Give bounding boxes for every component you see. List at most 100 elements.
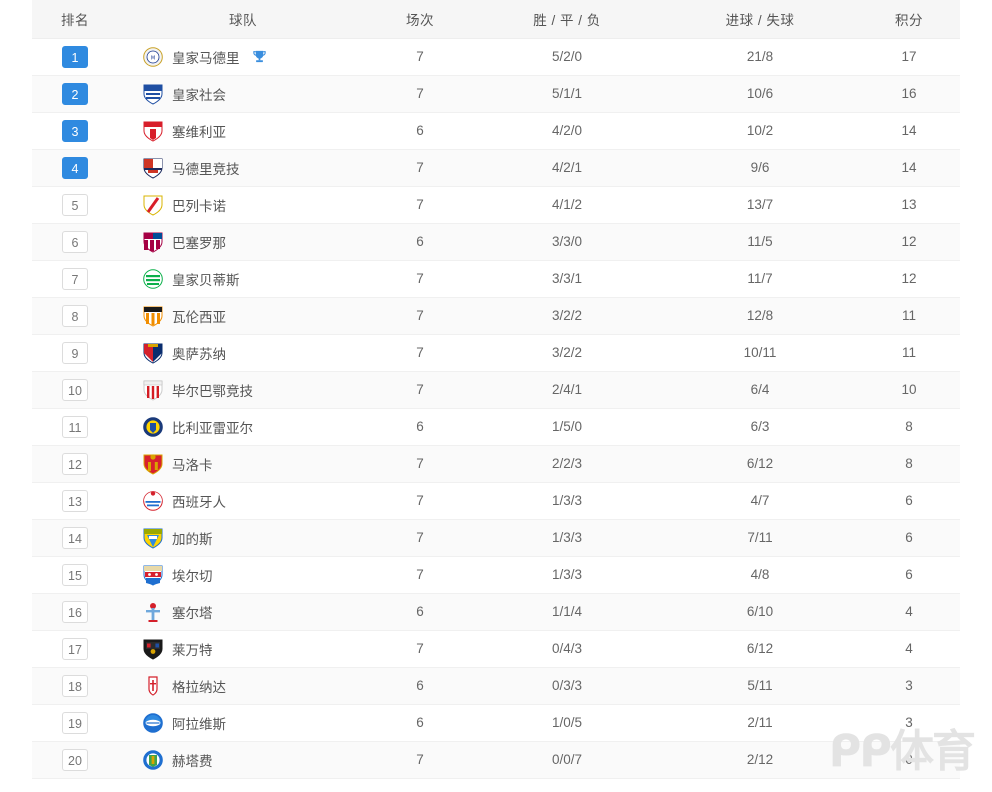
team-name[interactable]: 马德里竞技 (172, 161, 240, 177)
team-name[interactable]: 赫塔费 (172, 753, 213, 769)
points-value: 13 (858, 186, 960, 224)
team-name[interactable]: 瓦伦西亚 (172, 309, 226, 325)
table-row[interactable]: 8 瓦伦西亚 7 3/2/2 12/8 11 (32, 297, 960, 335)
table-row[interactable]: 9 奥萨苏纳 7 3/2/2 10/11 11 (32, 334, 960, 372)
rank-cell: 18 (32, 667, 118, 705)
team-name[interactable]: 塞维利亚 (172, 124, 226, 140)
team-cell[interactable]: M 皇家马德里 (118, 38, 368, 76)
team-cell[interactable]: 巴塞罗那 (118, 223, 368, 261)
column-header-played[interactable]: 场次 (368, 0, 472, 39)
rank-cell: 1 (32, 38, 118, 76)
rank-cell: 11 (32, 408, 118, 446)
team-name[interactable]: 阿拉维斯 (172, 716, 226, 732)
team-name[interactable]: 西班牙人 (172, 494, 226, 510)
team-cell[interactable]: 西班牙人 (118, 482, 368, 520)
team-cell[interactable]: 皇家贝蒂斯 (118, 260, 368, 298)
goals-for-against: 10/2 (662, 112, 858, 150)
points-value: 6 (858, 519, 960, 557)
team-cell[interactable]: 巴列卡诺 (118, 186, 368, 224)
team-crest-icon (142, 490, 164, 512)
rank-cell: 13 (32, 482, 118, 520)
matches-played: 7 (368, 556, 472, 594)
column-header-wdl[interactable]: 胜 / 平 / 负 (472, 0, 662, 39)
team-cell[interactable]: 奥萨苏纳 (118, 334, 368, 372)
table-row[interactable]: 4 马德里竞技 7 4/2/1 9/6 14 (32, 149, 960, 187)
team-name[interactable]: 格拉纳达 (172, 679, 226, 695)
rank-cell: 4 (32, 149, 118, 187)
table-row[interactable]: 10 毕尔巴鄂竞技 7 2/4/1 6/4 10 (32, 371, 960, 409)
team-name[interactable]: 莱万特 (172, 642, 213, 658)
team-name[interactable]: 巴列卡诺 (172, 198, 226, 214)
table-row[interactable]: 15 埃尔切 7 1/3/3 4/8 6 (32, 556, 960, 594)
column-header-goals[interactable]: 进球 / 失球 (662, 0, 858, 39)
table-row[interactable]: 7 皇家贝蒂斯 7 3/3/1 11/7 12 (32, 260, 960, 298)
win-draw-loss: 5/1/1 (472, 75, 662, 113)
team-crest-icon (142, 712, 164, 734)
points-value: 8 (858, 408, 960, 446)
table-row[interactable]: 3 塞维利亚 6 4/2/0 10/2 14 (32, 112, 960, 150)
goals-for-against: 11/7 (662, 260, 858, 298)
team-name[interactable]: 皇家马德里 (172, 50, 240, 66)
team-crest-icon (142, 601, 164, 623)
win-draw-loss: 3/3/1 (472, 260, 662, 298)
rank-cell: 3 (32, 112, 118, 150)
column-header-team[interactable]: 球队 (118, 0, 368, 39)
table-row[interactable]: 12 马洛卡 7 2/2/3 6/12 8 (32, 445, 960, 483)
win-draw-loss: 1/0/5 (472, 704, 662, 742)
team-cell[interactable]: 皇家社会 (118, 75, 368, 113)
team-cell[interactable]: 塞维利亚 (118, 112, 368, 150)
points-value: 0 (858, 741, 960, 779)
team-cell[interactable]: 比利亚雷亚尔 (118, 408, 368, 446)
team-name[interactable]: 皇家社会 (172, 87, 226, 103)
team-name[interactable]: 塞尔塔 (172, 605, 213, 621)
win-draw-loss: 5/2/0 (472, 38, 662, 76)
matches-played: 6 (368, 408, 472, 446)
team-name[interactable]: 皇家贝蒂斯 (172, 272, 240, 288)
team-cell[interactable]: 瓦伦西亚 (118, 297, 368, 335)
table-row[interactable]: 20 赫塔费 7 0/0/7 2/12 0 (32, 741, 960, 779)
table-row[interactable]: 19 阿拉维斯 6 1/0/5 2/11 3 (32, 704, 960, 742)
team-name[interactable]: 奥萨苏纳 (172, 346, 226, 362)
table-row[interactable]: 18 格拉纳达 6 0/3/3 5/11 3 (32, 667, 960, 705)
team-cell[interactable]: 塞尔塔 (118, 593, 368, 631)
rank-cell: 5 (32, 186, 118, 224)
team-crest-icon (142, 675, 164, 697)
team-cell[interactable]: 埃尔切 (118, 556, 368, 594)
team-cell[interactable]: 加的斯 (118, 519, 368, 557)
team-cell[interactable]: 马洛卡 (118, 445, 368, 483)
table-row[interactable]: 16 塞尔塔 6 1/1/4 6/10 4 (32, 593, 960, 631)
team-name[interactable]: 毕尔巴鄂竞技 (172, 383, 253, 399)
column-header-points[interactable]: 积分 (858, 0, 960, 39)
table-row[interactable]: 17 莱万特 7 0/4/3 6/12 4 (32, 630, 960, 668)
goals-for-against: 6/10 (662, 593, 858, 631)
team-name[interactable]: 加的斯 (172, 531, 213, 547)
points-value: 6 (858, 482, 960, 520)
table-row[interactable]: 6 巴塞罗那 6 3/3/0 11/5 12 (32, 223, 960, 261)
team-cell[interactable]: 毕尔巴鄂竞技 (118, 371, 368, 409)
team-cell[interactable]: 阿拉维斯 (118, 704, 368, 742)
team-cell[interactable]: 马德里竞技 (118, 149, 368, 187)
team-name[interactable]: 马洛卡 (172, 457, 213, 473)
column-header-rank[interactable]: 排名 (32, 0, 118, 39)
table-row[interactable]: 13 西班牙人 7 1/3/3 4/7 6 (32, 482, 960, 520)
rank-cell: 17 (32, 630, 118, 668)
table-row[interactable]: 2 皇家社会 7 5/1/1 10/6 16 (32, 75, 960, 113)
team-cell[interactable]: 莱万特 (118, 630, 368, 668)
table-header: 排名 球队 场次 胜 / 平 / 负 进球 / 失球 积分 (32, 0, 960, 39)
team-cell[interactable]: 赫塔费 (118, 741, 368, 779)
goals-for-against: 12/8 (662, 297, 858, 335)
table-row[interactable]: 14 加的斯 7 1/3/3 7/11 6 (32, 519, 960, 557)
table-row[interactable]: 1 M 皇家马德里 7 5/2/0 21/8 17 (32, 38, 960, 76)
team-cell[interactable]: 格拉纳达 (118, 667, 368, 705)
win-draw-loss: 2/4/1 (472, 371, 662, 409)
matches-played: 6 (368, 667, 472, 705)
rank-cell: 7 (32, 260, 118, 298)
team-name[interactable]: 埃尔切 (172, 568, 213, 584)
team-name[interactable]: 比利亚雷亚尔 (172, 420, 253, 436)
points-value: 8 (858, 445, 960, 483)
team-crest-icon (142, 564, 164, 586)
table-row[interactable]: 5 巴列卡诺 7 4/1/2 13/7 13 (32, 186, 960, 224)
team-name[interactable]: 巴塞罗那 (172, 235, 226, 251)
table-row[interactable]: 11 比利亚雷亚尔 6 1/5/0 6/3 8 (32, 408, 960, 446)
rank-badge: 18 (62, 674, 88, 697)
